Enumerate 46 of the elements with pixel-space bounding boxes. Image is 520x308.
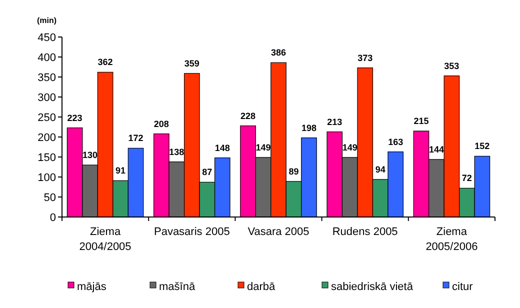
- data-label: 72: [462, 173, 472, 184]
- x-tick-label: Pavasaris 2005: [154, 226, 230, 238]
- y-tick-label: 300: [38, 92, 56, 104]
- y-tick-label: 0: [50, 212, 56, 224]
- x-tick-label: Rudens 2005: [332, 226, 398, 238]
- data-label: 373: [358, 52, 373, 63]
- y-tick-label: 250: [38, 112, 56, 124]
- data-label: 89: [288, 166, 299, 176]
- y-tick-label: 200: [38, 132, 56, 144]
- x-tick-label: Ziema 2004/2005: [79, 226, 132, 253]
- legend-label: mašīnā: [159, 280, 196, 293]
- data-label: 359: [184, 58, 200, 68]
- x-tick-label: Vasara 2005: [248, 226, 310, 238]
- data-label: 172: [128, 133, 144, 144]
- data-label: 228: [240, 110, 256, 121]
- data-label: 94: [375, 164, 386, 174]
- data-label: 148: [214, 142, 230, 153]
- y-axis-title: (min): [37, 16, 57, 25]
- data-label: 152: [474, 141, 490, 152]
- legend-label: darbā: [247, 280, 276, 293]
- data-label: 149: [256, 142, 271, 152]
- data-label: 353: [444, 60, 460, 71]
- data-label: 91: [116, 166, 126, 176]
- legend-label: citur: [452, 280, 474, 293]
- y-tick-label: 100: [38, 172, 56, 184]
- y-tick-label: 150: [38, 152, 56, 164]
- data-label: 386: [270, 48, 286, 58]
- data-label: 213: [327, 116, 342, 127]
- y-tick-label: 400: [38, 52, 56, 64]
- y-tick-label: 50: [44, 192, 56, 204]
- legend-label: sabiedriskā vietā: [331, 280, 414, 293]
- data-label: 144: [428, 144, 444, 154]
- y-tick-label: 450: [38, 32, 56, 44]
- data-label: 138: [169, 146, 184, 157]
- data-label: 223: [67, 112, 82, 123]
- data-label: 198: [301, 122, 316, 133]
- x-tick-label: Ziema 2005/2006: [426, 226, 478, 253]
- data-label: 215: [414, 116, 429, 126]
- data-label: 149: [342, 142, 358, 152]
- legend-label: mājās: [77, 280, 107, 293]
- data-label: 87: [202, 167, 212, 178]
- y-tick-label: 350: [38, 72, 56, 84]
- data-label: 362: [98, 57, 113, 68]
- data-label: 208: [154, 118, 169, 129]
- data-label: 130: [82, 150, 98, 160]
- data-label: 163: [388, 136, 404, 147]
